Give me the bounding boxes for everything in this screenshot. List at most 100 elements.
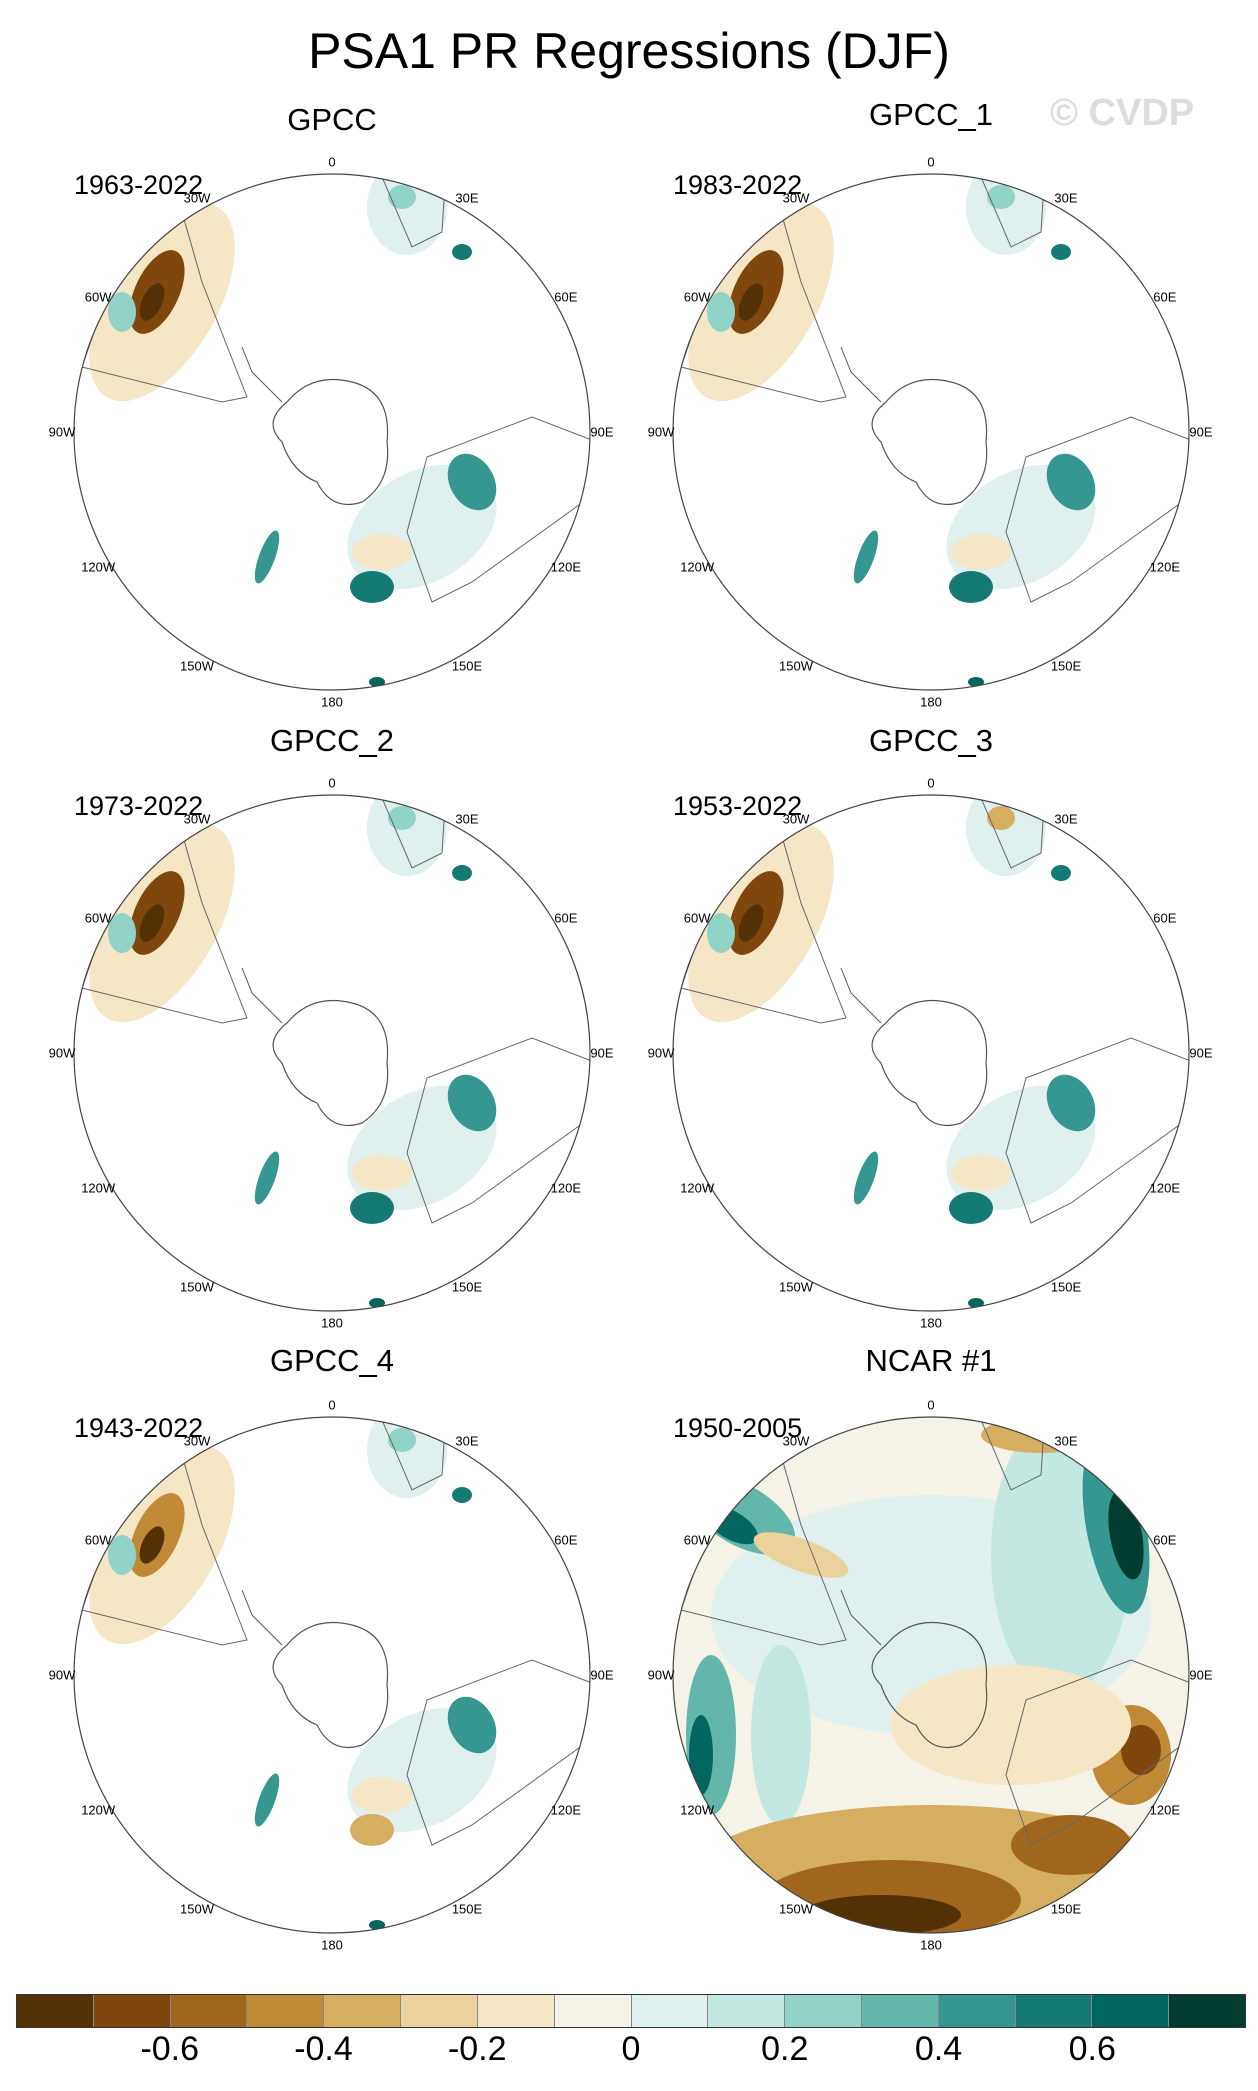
panel-title: GPCC_2 [269,723,395,758]
australia-anomaly [447,453,497,511]
longitude-label: 150E [451,1279,483,1295]
south-america-core [738,904,764,942]
australia-coastline [1005,416,1189,603]
anomaly-patch [891,1665,1131,1785]
longitude-label: 0 [927,154,935,170]
australia-anomaly [447,1696,497,1754]
antarctic-peninsula [241,1589,283,1646]
colorbar-tick-label: -0.4 [294,2030,353,2068]
cvdp-watermark: © CVDP [1050,92,1195,134]
longitude-label: 90W [48,1045,76,1061]
madagascar-anomaly [452,1487,472,1503]
longitude-label: 30E [1054,1433,1078,1449]
antarctica-coastline [272,999,389,1127]
anomaly-patch [1121,1725,1161,1775]
longitude-label: 90W [48,1667,76,1683]
longitude-label: 150E [1050,1279,1082,1295]
longitude-label: 150W [779,1279,813,1295]
longitude-label: 60W [84,289,112,305]
australia-anomaly [949,1192,993,1224]
africa-anomaly [388,806,416,830]
panel-period: 1943-2022 [74,1413,204,1443]
island-anomaly [369,1298,385,1308]
australia-anomaly [350,1192,394,1224]
longitude-label: 120W [680,559,715,575]
colorbar-swatch [93,1995,171,2027]
antarctica-coastline [871,378,988,506]
longitude-label: 120E [550,1802,581,1818]
new-zealand-anomaly [254,1773,280,1827]
antarctic-peninsula [241,967,283,1024]
longitude-label: 0 [927,775,935,791]
longitude-label: 60E [554,910,578,926]
longitude-label: 180 [920,1937,942,1953]
colorbar-swatch [247,1995,325,2027]
panel-title: GPCC_3 [868,723,994,758]
africa-anomaly [987,806,1015,830]
colorbar-swatch [1015,1995,1093,2027]
australia-anomaly [350,1814,394,1846]
africa-coastline [371,174,448,248]
australia-anomaly [447,1074,497,1132]
panel-title: GPCC_4 [269,1343,395,1378]
africa-anomaly [388,1428,416,1452]
anomaly-patch [751,1645,811,1825]
antarctica-coastline [871,999,988,1127]
longitude-label: 180 [920,1315,942,1331]
longitude-label: 60W [683,289,711,305]
antarctic-peninsula [840,1589,882,1646]
colorbar-swatch [861,1995,939,2027]
longitude-label: 60W [683,1532,711,1548]
island-anomaly [369,677,385,687]
anomaly-patch [689,1715,713,1795]
panel-title: NCAR #1 [865,1343,997,1378]
longitude-label: 30E [455,190,479,206]
anomaly-patch [801,1895,961,1933]
longitude-label: 180 [321,1315,343,1331]
longitude-label: 90E [590,424,614,440]
longitude-label: 150W [180,658,214,674]
new-zealand-anomaly [853,1151,879,1205]
colorbar-tick-label: -0.6 [140,2030,200,2068]
anomaly-patch [1011,1815,1131,1875]
longitude-label: 90E [590,1667,614,1683]
panel-period: 1950-2005 [673,1413,803,1443]
new-zealand-anomaly [254,1151,280,1205]
longitude-label: 120W [680,1180,715,1196]
colorbar-tick-label: 0.6 [1068,2030,1116,2068]
australia-anomaly [949,571,993,603]
colorbar-swatch [631,1995,709,2027]
panel-title: GPCC_1 [868,97,994,132]
longitude-label: 120E [1149,1802,1180,1818]
longitude-label: 90E [1189,424,1213,440]
longitude-label: 90W [647,424,675,440]
anomaly-patch [753,1532,849,1578]
panel-period: 1983-2022 [673,170,803,200]
colorbar [16,1994,1246,2028]
africa-coastline [371,795,448,869]
longitude-label: 120W [81,559,116,575]
longitude-label: 30E [455,811,479,827]
colorbar-swatch [324,1995,402,2027]
longitude-label: 0 [328,775,336,791]
south-america-core [738,283,764,321]
antarctic-peninsula [241,346,283,403]
antarctica-coastline [272,1621,389,1749]
longitude-label: 90W [647,1045,675,1061]
madagascar-anomaly [452,865,472,881]
africa-coastline [970,174,1047,248]
longitude-label: 120E [1149,1180,1180,1196]
africa-coastline [371,1417,448,1491]
longitude-label: 120W [81,1180,116,1196]
panel-title: GPCC [287,102,377,137]
island-anomaly [968,677,984,687]
south-america-anomaly [108,913,136,953]
colorbar-swatch [401,1995,478,2027]
longitude-label: 180 [920,694,942,710]
madagascar-anomaly [1051,244,1071,260]
